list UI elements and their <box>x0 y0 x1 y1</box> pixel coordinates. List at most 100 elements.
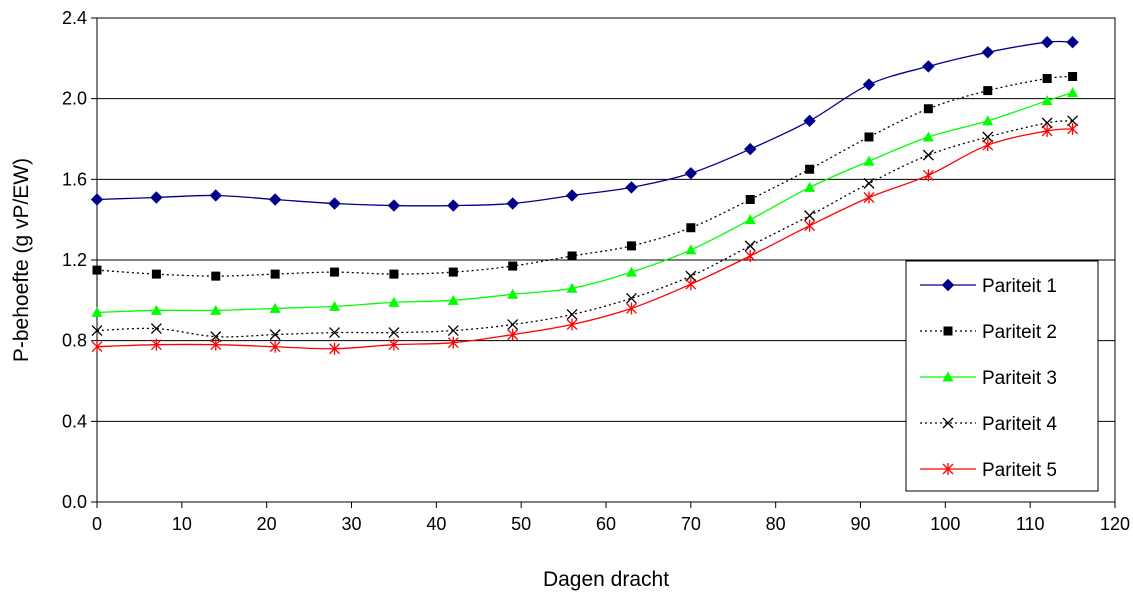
data-point-series-4 <box>91 325 103 337</box>
data-point-series-1 <box>1066 35 1079 49</box>
data-point-series-2 <box>1068 71 1078 81</box>
y-tick-label: 0.8 <box>62 331 87 351</box>
data-point-series-3 <box>269 302 281 313</box>
data-point-series-4 <box>447 325 459 337</box>
data-point-series-5 <box>91 340 103 353</box>
legend-label: Pariteit 2 <box>982 322 1057 343</box>
data-point-series-3 <box>507 288 519 299</box>
data-point-series-3 <box>329 300 341 311</box>
data-point-series-3 <box>922 131 934 142</box>
legend-marker <box>943 326 953 336</box>
data-point-series-4 <box>685 270 697 282</box>
data-point-series-1 <box>862 78 876 91</box>
data-point-series-2 <box>1042 74 1052 83</box>
legend-box <box>905 260 1099 492</box>
x-tick-label: 10 <box>172 514 192 534</box>
data-point-series-1 <box>625 181 638 194</box>
x-tick-label: 80 <box>766 514 786 534</box>
data-point-series-4 <box>566 308 578 320</box>
data-point-series-3 <box>625 266 637 277</box>
data-point-series-3 <box>447 294 459 305</box>
data-point-series-5 <box>566 318 578 331</box>
data-point-series-5 <box>863 191 875 204</box>
series-line-2 <box>96 75 1073 277</box>
data-point-series-1 <box>803 114 816 128</box>
data-point-series-4 <box>329 327 340 339</box>
data-point-series-1 <box>150 191 163 204</box>
data-point-series-4 <box>210 331 222 343</box>
data-point-series-2 <box>151 269 161 279</box>
data-point-series-4 <box>804 210 816 222</box>
x-tick-label: 120 <box>1100 514 1130 534</box>
data-point-series-5 <box>329 342 340 355</box>
data-point-series-5 <box>804 219 816 232</box>
data-point-series-2 <box>508 261 518 271</box>
data-point-series-3 <box>1041 95 1053 106</box>
legend-label: Pariteit 4 <box>982 414 1057 435</box>
data-point-series-4 <box>863 177 875 189</box>
data-point-series-2 <box>330 267 340 277</box>
data-point-series-1 <box>1040 35 1054 49</box>
data-point-series-4 <box>744 240 756 252</box>
data-point-series-4 <box>1067 115 1079 127</box>
x-tick-label: 70 <box>681 514 701 534</box>
legend: Pariteit 1 Pariteit 2 Pariteit 3 Pariteit 4… <box>905 260 1099 492</box>
y-axis-title: P-behoefte (g vP/EW) <box>10 158 33 362</box>
legend-marker <box>942 417 954 429</box>
data-point-series-1 <box>506 197 519 210</box>
data-point-series-5 <box>1067 122 1079 135</box>
data-point-series-2 <box>745 195 755 204</box>
y-tick-label: 0.0 <box>62 492 87 512</box>
data-point-series-4 <box>922 149 934 161</box>
x-tick-label: 110 <box>1016 514 1045 534</box>
data-point-series-1 <box>744 142 757 156</box>
data-point-series-4 <box>388 327 400 339</box>
data-point-series-1 <box>268 193 282 206</box>
data-point-series-1 <box>684 167 698 180</box>
data-point-series-2 <box>923 104 933 114</box>
data-point-series-1 <box>90 193 104 206</box>
data-point-series-1 <box>387 199 401 212</box>
data-point-series-1 <box>922 60 935 73</box>
data-point-series-5 <box>210 338 222 351</box>
x-tick-label: 20 <box>257 514 277 534</box>
x-tick-label: 60 <box>596 514 616 534</box>
data-point-series-2 <box>567 251 577 261</box>
data-point-series-2 <box>864 132 874 142</box>
data-point-series-2 <box>626 241 636 251</box>
legend-label: Pariteit 5 <box>982 460 1057 481</box>
data-point-series-4 <box>982 131 994 143</box>
data-point-series-2 <box>389 269 399 279</box>
data-point-series-5 <box>269 340 281 353</box>
data-point-series-3 <box>91 306 103 317</box>
data-point-series-4 <box>269 329 281 341</box>
data-point-series-2 <box>805 164 815 174</box>
data-point-series-1 <box>209 189 222 202</box>
data-point-series-5 <box>447 336 459 349</box>
data-point-series-3 <box>804 181 816 192</box>
data-point-series-2 <box>686 223 696 233</box>
x-axis-title: Dagen dracht <box>543 568 669 591</box>
data-point-series-1 <box>565 189 579 202</box>
data-point-series-5 <box>922 169 934 182</box>
legend-marker <box>941 278 955 292</box>
legend-label: Pariteit 1 <box>982 276 1057 297</box>
x-tick-label: 40 <box>426 514 446 534</box>
x-tick-label: 100 <box>930 514 960 534</box>
data-point-series-3 <box>982 115 994 126</box>
data-point-series-5 <box>507 328 519 341</box>
x-tick-label: 0 <box>92 514 102 534</box>
data-point-series-2 <box>448 267 458 277</box>
data-point-series-2 <box>983 86 993 96</box>
y-tick-label: 0.4 <box>62 411 87 431</box>
y-tick-label: 1.2 <box>62 250 87 270</box>
legend-label: Pariteit 3 <box>982 368 1057 389</box>
data-point-series-3 <box>685 244 697 255</box>
data-point-series-5 <box>685 278 697 291</box>
data-point-series-3 <box>863 155 875 166</box>
legend-marker <box>942 463 954 475</box>
data-point-series-1 <box>981 46 994 59</box>
data-point-series-3 <box>150 304 162 315</box>
data-point-series-2 <box>92 265 102 275</box>
